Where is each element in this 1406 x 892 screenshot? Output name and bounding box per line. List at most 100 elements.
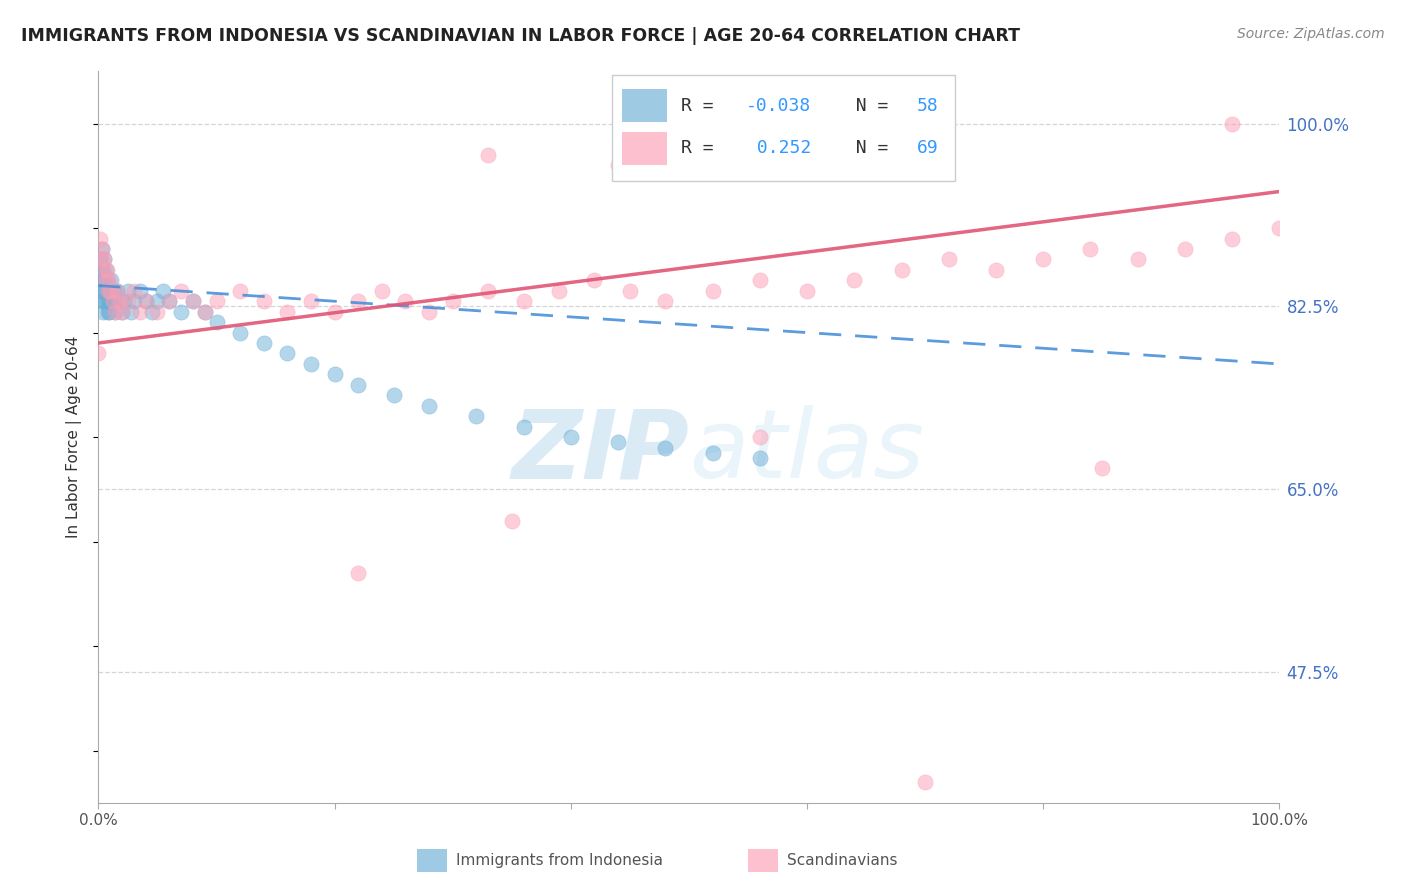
Point	[93, 252, 115, 267]
Point	[152, 284, 174, 298]
Point	[105, 284, 128, 298]
Point	[170, 304, 193, 318]
Point	[844, 273, 866, 287]
Point	[418, 399, 440, 413]
Text: -0.038: -0.038	[745, 96, 811, 115]
Point	[141, 304, 163, 318]
Point	[654, 441, 676, 455]
Point	[128, 304, 150, 318]
Point	[90, 252, 112, 267]
Point	[1091, 461, 1114, 475]
Point	[91, 242, 114, 256]
Point	[548, 284, 571, 298]
Point	[94, 263, 117, 277]
Point	[146, 294, 169, 309]
Text: N =: N =	[834, 96, 900, 115]
Point	[465, 409, 488, 424]
Point	[394, 294, 416, 309]
Point	[181, 294, 204, 309]
Point	[181, 294, 204, 309]
Point	[205, 294, 228, 309]
Point	[441, 294, 464, 309]
Point	[122, 294, 145, 309]
Point	[938, 252, 960, 267]
Point	[135, 294, 157, 309]
Point	[91, 304, 114, 318]
Point	[607, 435, 630, 450]
Point	[477, 148, 499, 162]
Point	[253, 336, 276, 351]
Point	[91, 263, 114, 277]
Point	[97, 284, 120, 298]
Point	[98, 273, 121, 287]
Point	[194, 304, 217, 318]
Point	[347, 377, 370, 392]
Point	[90, 284, 112, 298]
Point	[323, 304, 346, 318]
Point	[299, 357, 322, 371]
Point	[93, 273, 115, 287]
Point	[89, 231, 111, 245]
Point	[382, 388, 405, 402]
Point	[583, 273, 606, 287]
Point	[94, 284, 117, 298]
Text: 58: 58	[917, 96, 939, 115]
Point	[253, 294, 276, 309]
Text: R =: R =	[681, 96, 724, 115]
Point	[91, 242, 114, 256]
Point	[128, 284, 150, 298]
Text: 69: 69	[917, 139, 939, 157]
Point	[101, 284, 124, 298]
Point	[98, 304, 121, 318]
Point	[146, 304, 169, 318]
Point	[748, 273, 770, 287]
Point	[194, 304, 217, 318]
FancyBboxPatch shape	[612, 75, 955, 181]
Point	[91, 263, 114, 277]
Point	[299, 294, 322, 309]
Text: IMMIGRANTS FROM INDONESIA VS SCANDINAVIAN IN LABOR FORCE | AGE 20-64 CORRELATION: IMMIGRANTS FROM INDONESIA VS SCANDINAVIA…	[21, 27, 1021, 45]
Point	[104, 304, 127, 318]
Text: ZIP: ZIP	[510, 405, 689, 499]
Point	[702, 284, 724, 298]
Point	[560, 430, 582, 444]
Point	[135, 294, 157, 309]
Point	[512, 294, 534, 309]
Point	[98, 284, 121, 298]
Point	[90, 263, 112, 277]
Point	[93, 252, 115, 267]
Text: atlas: atlas	[689, 405, 924, 499]
Point	[205, 315, 228, 329]
Point	[97, 304, 120, 318]
Point	[108, 294, 131, 309]
Point	[117, 284, 139, 298]
Point	[157, 294, 180, 309]
Point	[418, 304, 440, 318]
Point	[103, 294, 125, 309]
Point	[96, 263, 118, 277]
Text: Immigrants from Indonesia: Immigrants from Indonesia	[457, 853, 664, 868]
Point	[100, 273, 122, 287]
Bar	[621, 89, 666, 122]
Text: N =: N =	[834, 139, 900, 157]
Bar	[748, 849, 778, 872]
Point	[98, 294, 121, 309]
Text: Source: ZipAtlas.com: Source: ZipAtlas.com	[1237, 27, 1385, 41]
Point	[1080, 242, 1102, 256]
Point	[121, 304, 143, 318]
Point	[323, 368, 346, 382]
Point	[1032, 252, 1054, 267]
Point	[702, 446, 724, 460]
Point	[117, 294, 139, 309]
Point	[98, 294, 121, 309]
Point	[1268, 221, 1291, 235]
Point	[229, 326, 252, 340]
Point	[654, 294, 676, 309]
Point	[276, 304, 298, 318]
Point	[619, 284, 641, 298]
Point	[94, 273, 117, 287]
Point	[104, 304, 127, 318]
Point	[122, 284, 145, 298]
Point	[111, 304, 134, 318]
Point	[170, 284, 193, 298]
